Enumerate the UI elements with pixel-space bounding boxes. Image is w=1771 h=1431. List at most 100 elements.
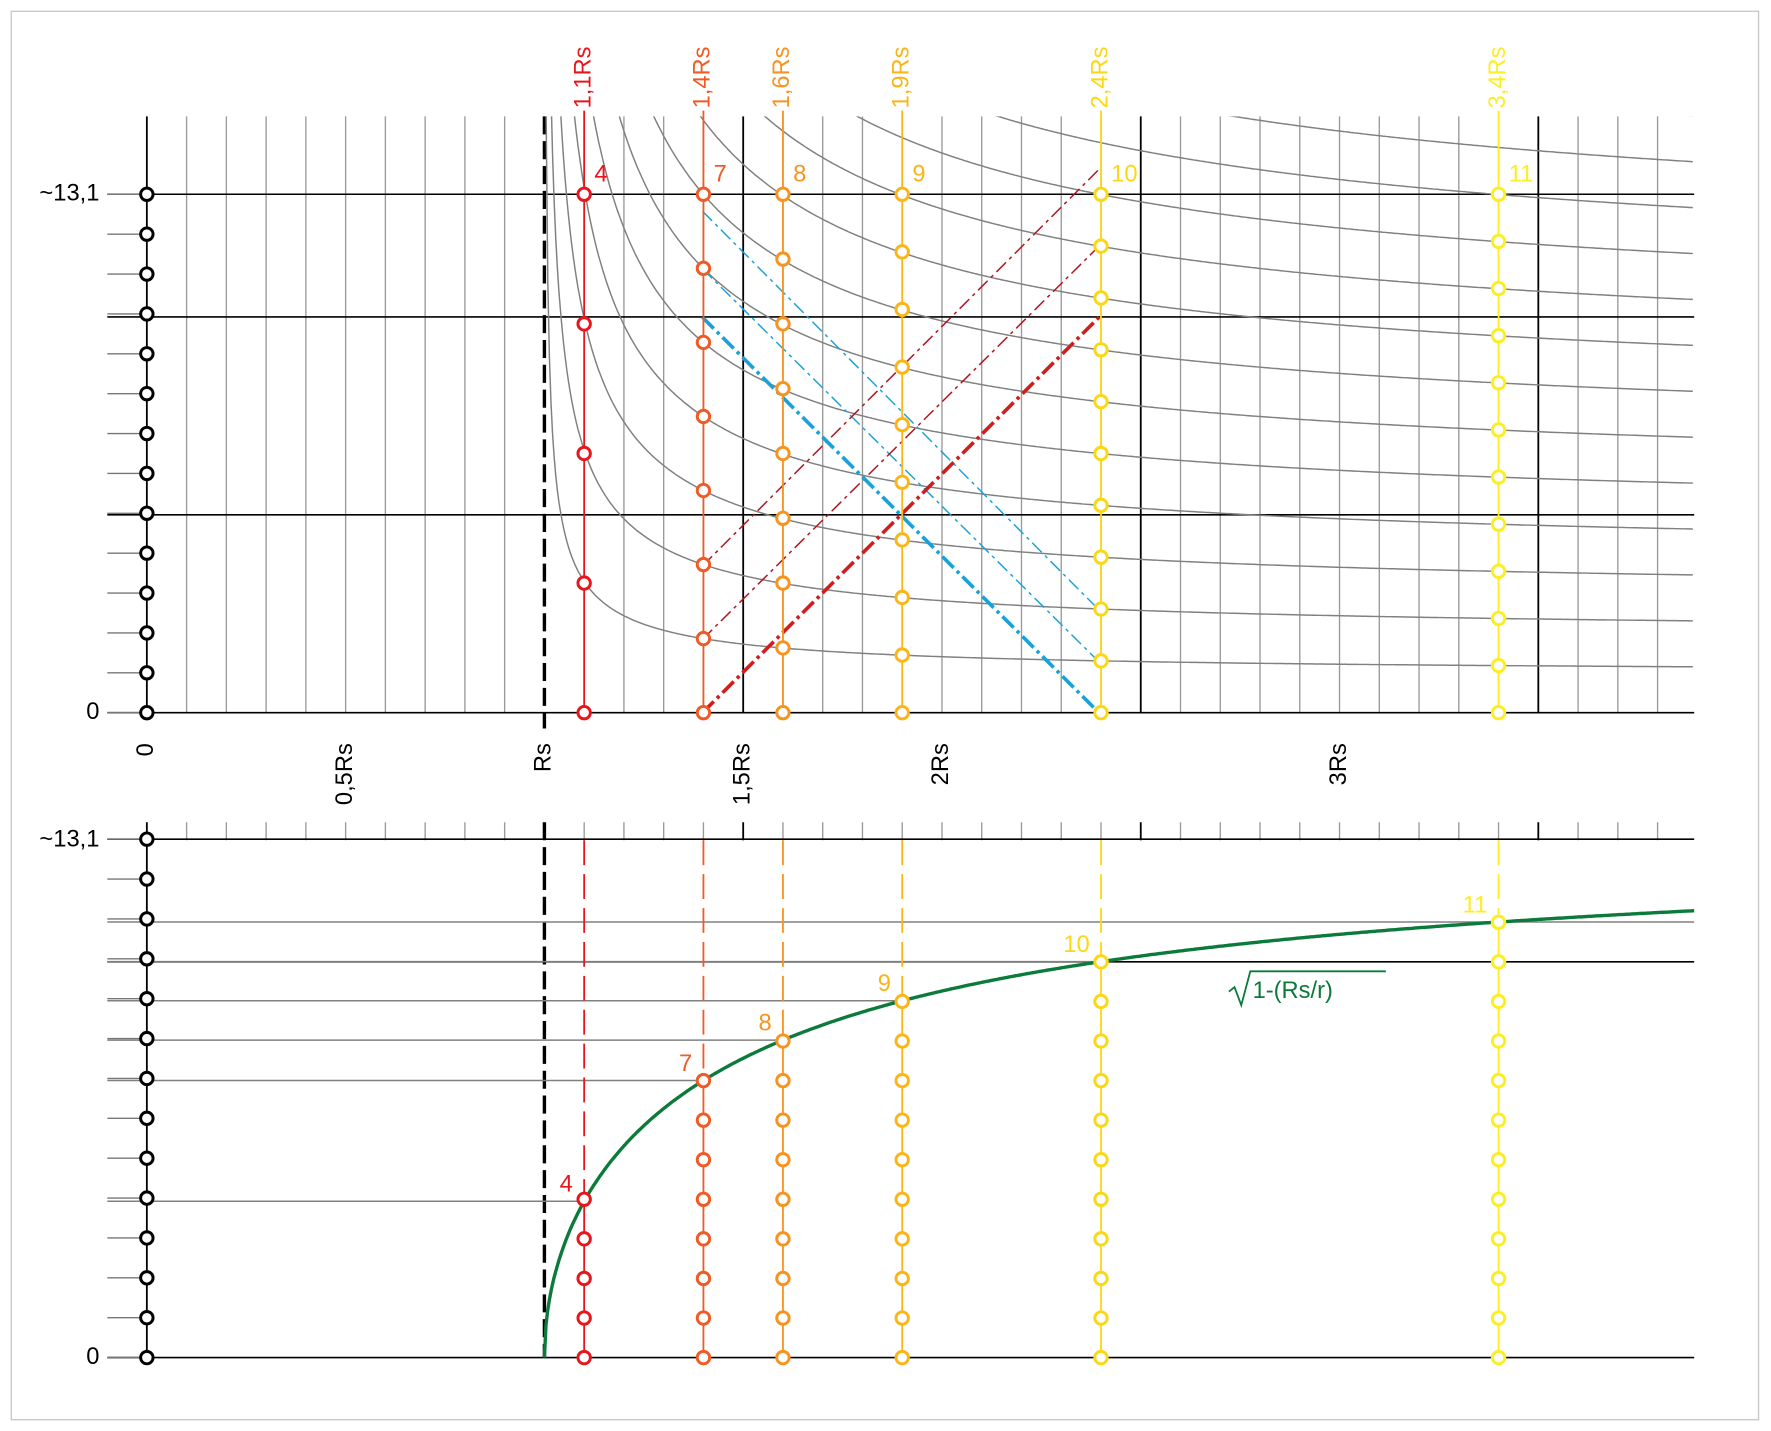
top-circle xyxy=(894,647,910,663)
x-label: 1,5Rs xyxy=(729,743,755,805)
top-circle xyxy=(894,589,910,606)
diagonal-line xyxy=(702,245,1100,640)
bottom-circle xyxy=(695,1112,712,1128)
y-label-top: ~13,1 xyxy=(39,827,99,853)
top-circle xyxy=(1490,186,1507,202)
ruler-circle xyxy=(139,266,155,282)
top-circle xyxy=(695,408,712,425)
top-circle xyxy=(775,186,791,202)
bottom-circle xyxy=(894,1270,910,1287)
bottom-circle xyxy=(695,1270,712,1287)
radical-sign xyxy=(1228,970,1386,1009)
bottom-circle xyxy=(695,1231,712,1247)
gray-curve xyxy=(1228,116,1693,163)
ruler-circle xyxy=(139,505,155,521)
bottom-circle xyxy=(1490,1191,1507,1207)
ruler-circle xyxy=(139,1070,155,1087)
top-circle xyxy=(1093,290,1109,306)
top-circle xyxy=(1490,375,1507,391)
top-circle xyxy=(1490,610,1507,627)
top-circle xyxy=(1093,445,1109,462)
top-circle xyxy=(775,316,791,332)
top-circle xyxy=(1093,186,1109,202)
count-label: 10 xyxy=(1063,932,1089,958)
ruler-circle xyxy=(139,1310,155,1326)
ruler-circle xyxy=(139,306,155,322)
top-circle xyxy=(576,704,592,721)
bottom-circle xyxy=(1490,1112,1507,1128)
top-circle xyxy=(775,445,791,462)
bottom-circle xyxy=(1093,1270,1109,1287)
top-circle xyxy=(1093,238,1109,254)
bottom-circle xyxy=(894,1033,910,1049)
ruler-circle xyxy=(139,665,155,681)
top-circle xyxy=(894,359,910,375)
bottom-circle xyxy=(894,1349,910,1366)
top-circle xyxy=(1093,497,1109,513)
count-label: 11 xyxy=(1463,892,1488,918)
top-circle xyxy=(894,244,910,260)
top-circle xyxy=(1490,327,1507,344)
ruler-circle xyxy=(139,1150,155,1166)
bottom-circle xyxy=(894,993,910,1010)
bottom-circle xyxy=(775,1112,791,1128)
top-circle xyxy=(695,260,712,277)
top-circle xyxy=(1490,469,1507,485)
bottom-circle xyxy=(1490,993,1507,1010)
column-label: 3,4Rs xyxy=(1485,47,1511,109)
top-circle xyxy=(1490,422,1507,438)
ruler-circle xyxy=(139,226,155,242)
ruler-circle xyxy=(139,911,155,927)
top-circle xyxy=(1093,704,1109,721)
top-circle xyxy=(1490,280,1507,297)
top-circle xyxy=(1490,704,1507,721)
ruler-circle xyxy=(139,831,155,847)
formula: 1-(Rs/r) xyxy=(1253,978,1333,1004)
count-label: 10 xyxy=(1111,161,1137,187)
diagonal-line xyxy=(702,268,1100,663)
y-label-zero: 0 xyxy=(86,699,99,725)
top-circle xyxy=(1093,601,1109,617)
column-label: 1,1Rs xyxy=(570,47,596,109)
bottom-circle xyxy=(1093,1072,1109,1089)
diagonal-line xyxy=(702,210,1100,611)
bottom-circle xyxy=(1093,993,1109,1010)
ruler-circle xyxy=(139,1110,155,1126)
bottom-circle xyxy=(775,1270,791,1287)
top-circle xyxy=(695,704,712,721)
top-circle xyxy=(695,334,712,351)
bottom-circle xyxy=(576,1270,592,1287)
count-label: 8 xyxy=(793,161,806,187)
top-circle xyxy=(894,704,910,721)
ruler-circle xyxy=(139,1270,155,1286)
column-label: 2,4Rs xyxy=(1087,47,1113,109)
bottom-circle xyxy=(576,1349,592,1366)
top-circle xyxy=(695,186,712,202)
top-circle xyxy=(576,445,592,462)
bottom-circle xyxy=(1490,1072,1507,1089)
ruler-circle xyxy=(139,704,155,721)
count-label: 9 xyxy=(878,971,891,997)
count-label: 4 xyxy=(594,161,607,187)
column-label: 1,4Rs xyxy=(690,47,716,109)
diagonal-line xyxy=(701,316,1101,714)
bottom-circle xyxy=(1093,1231,1109,1247)
bottom-circle xyxy=(1490,1033,1507,1049)
count-label: 7 xyxy=(714,161,727,187)
bottom-circle xyxy=(695,1072,712,1089)
bottom-circle xyxy=(894,1191,910,1207)
ruler-circle xyxy=(139,425,155,442)
top-circle xyxy=(894,474,910,490)
bottom-circle xyxy=(1490,1231,1507,1247)
count-label: 9 xyxy=(912,161,925,187)
bottom-circle xyxy=(1093,1310,1109,1326)
top-circle xyxy=(1490,516,1507,532)
top-circle xyxy=(894,301,910,318)
ruler-circle xyxy=(139,545,155,561)
bottom-circle xyxy=(1093,1191,1109,1207)
marks: 0 0,5Rs Rs 1,5Rs 2Rs 3Rs 1,1Rs 4 4 1,4Rs 7 7 1,6Rs 8 8… xyxy=(133,47,1695,1366)
ruler-circle xyxy=(139,1030,155,1047)
ruler-circle xyxy=(139,585,155,601)
bottom-circle xyxy=(576,1191,592,1207)
ruler-circle xyxy=(139,625,155,641)
